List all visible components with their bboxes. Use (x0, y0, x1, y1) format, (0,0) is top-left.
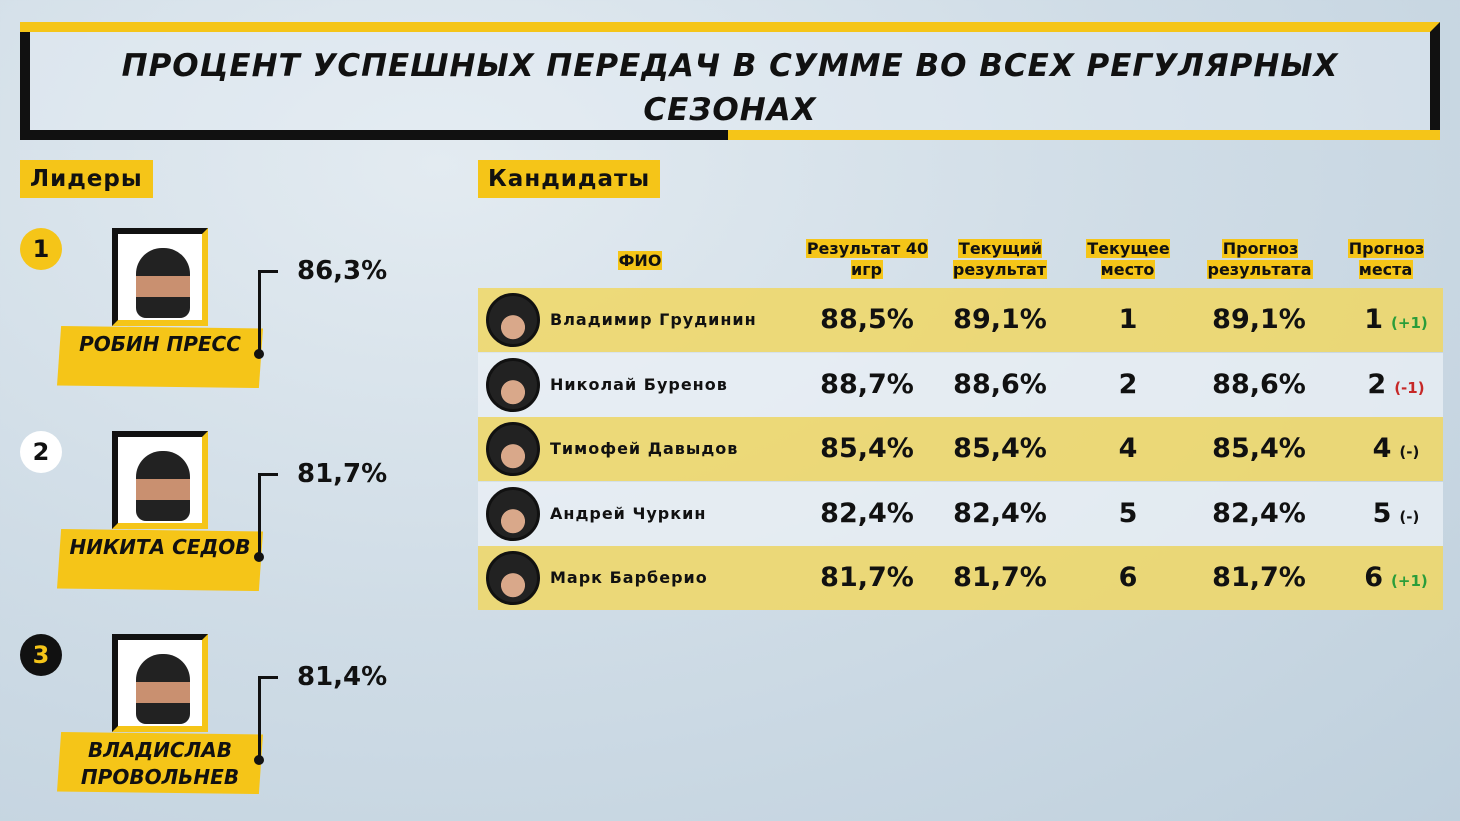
avatar (486, 357, 540, 412)
cur-cell: 89,1% (953, 304, 1047, 335)
rank-badge: 2 (20, 431, 62, 473)
res40-cell: 88,5% (820, 304, 914, 335)
player-name: Робин Пресс (57, 326, 263, 388)
fres-cell: 82,4% (1212, 497, 1306, 529)
cur-cell: 85,4% (953, 433, 1047, 464)
leader-value: 81,7% (297, 459, 388, 489)
header-cur: Текущий результат (952, 239, 1048, 279)
player-photo (112, 228, 208, 326)
table-row: Тимофей Давыдов 85,4% 85,4% 4 85,4% 4 (-) (478, 417, 1443, 481)
fplace-cell: 2 (-1) (1367, 368, 1425, 400)
connector-line (254, 676, 292, 765)
fres-cell: 81,7% (1212, 562, 1306, 593)
cur-cell: 81,7% (953, 562, 1047, 593)
fres-cell: 89,1% (1212, 304, 1306, 335)
rank-badge: 3 (20, 634, 62, 676)
player-photo (112, 634, 208, 732)
delta-badge: (+1) (1391, 572, 1428, 590)
res40-cell: 88,7% (820, 368, 914, 400)
table-row: Николай Буренов 88,7% 88,6% 2 88,6% 2 (-1… (478, 352, 1443, 417)
player-name: Марк Барберио (550, 568, 708, 587)
header-place: Текущее место (1086, 239, 1170, 279)
place-cell: 5 (1118, 497, 1138, 529)
avatar (486, 486, 540, 541)
avatar (486, 551, 540, 605)
connector-line (254, 270, 292, 359)
delta-badge: (-1) (1394, 378, 1425, 397)
res40-cell: 81,7% (820, 562, 914, 593)
delta-badge: (-) (1399, 443, 1420, 461)
title-frame: Процент успешных передач в сумме во всех… (20, 22, 1440, 140)
fres-cell: 85,4% (1212, 433, 1306, 464)
cur-cell: 82,4% (953, 497, 1047, 529)
player-name: Андрей Чуркин (550, 503, 707, 523)
place-cell: 1 (1118, 304, 1138, 335)
connector-line (254, 473, 292, 562)
rank-badge: 1 (20, 228, 62, 270)
player-photo (112, 431, 208, 529)
res40-cell: 82,4% (820, 497, 914, 529)
player-name: Никита Седов (57, 529, 263, 591)
player-name: Тимофей Давыдов (550, 439, 739, 458)
place-cell: 6 (1118, 562, 1138, 593)
header-res40: Результат 40 игр (805, 239, 929, 279)
table-row: Андрей Чуркин 82,4% 82,4% 5 82,4% 5 (-) (478, 481, 1443, 546)
avatar (486, 422, 540, 476)
player-name: Владислав Провольнев (57, 732, 263, 794)
table-row: Марк Барберио 81,7% 81,7% 6 81,7% 6 (+1) (478, 546, 1443, 610)
leader-value: 81,4% (297, 662, 388, 692)
delta-badge: (+1) (1391, 314, 1428, 332)
place-cell: 2 (1118, 368, 1138, 400)
avatar (486, 293, 540, 347)
fplace-cell: 5 (-) (1372, 497, 1420, 529)
header-fplace: Прогноз места (1347, 239, 1425, 279)
fplace-cell: 4 (-) (1372, 433, 1420, 464)
header-fres: Прогноз результата (1207, 239, 1313, 279)
player-name: Владимир Грудинин (550, 310, 757, 329)
page-title: Процент успешных передач в сумме во всех… (121, 48, 1339, 128)
place-cell: 4 (1118, 433, 1138, 464)
player-name: Николай Буренов (550, 374, 728, 394)
res40-cell: 85,4% (820, 433, 914, 464)
delta-badge: (-) (1399, 507, 1420, 526)
candidates-label: Кандидаты (478, 160, 661, 198)
table-row: Владимир Грудинин 88,5% 89,1% 1 89,1% 1(… (478, 288, 1443, 352)
fres-cell: 88,6% (1212, 368, 1306, 400)
fplace-cell: 6 (+1) (1364, 562, 1428, 593)
leaders-label: Лидеры (20, 160, 153, 198)
header-name: ФИО (617, 251, 663, 270)
fplace-cell: 1 (+1) (1364, 304, 1428, 335)
cur-cell: 88,6% (953, 368, 1047, 400)
leader-value: 86,3% (297, 256, 388, 286)
